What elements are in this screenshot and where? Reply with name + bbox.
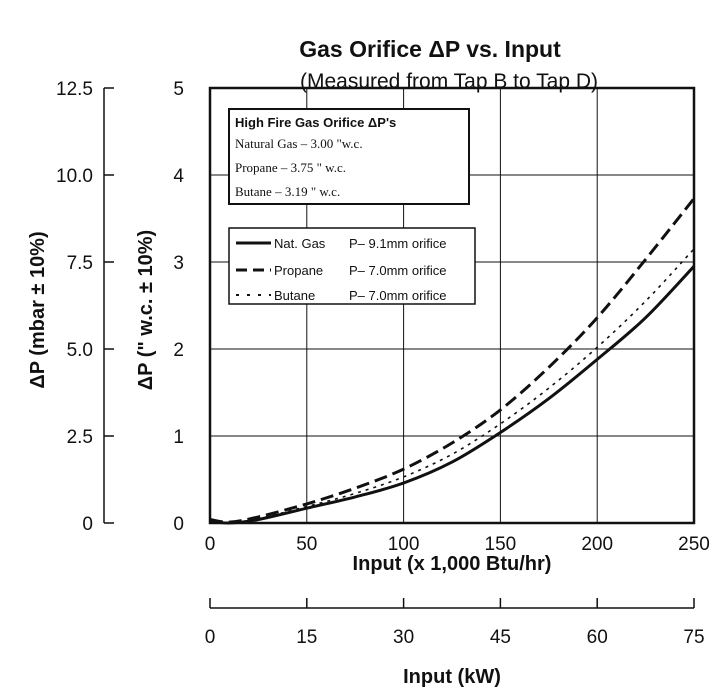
- info-box-line-propane: Propane – 3.75 " w.c.: [235, 160, 346, 175]
- info-box: High Fire Gas Orifice ΔP's Natural Gas –…: [228, 108, 470, 205]
- y2-axis-label: ΔP (mbar ± 10%): [27, 231, 49, 388]
- series-line-butane: [209, 248, 695, 524]
- x2-tick-label: 45: [490, 627, 511, 648]
- x2-tick-label: 30: [393, 627, 414, 648]
- tick-labels: 0 50 100 150 200 25001234502.55.07.510.012.50…: [56, 79, 710, 648]
- plot-frame: [208, 86, 696, 525]
- info-box-line-natural-gas: Natural Gas – 3.00 "w.c.: [235, 136, 363, 151]
- x-tick-label: 200: [581, 534, 613, 555]
- info-box-frame: [228, 108, 470, 205]
- y-tick-label: 1: [173, 427, 184, 448]
- y-tick-label: 0: [173, 514, 184, 535]
- legend-name-propane: Propane: [274, 263, 323, 278]
- series-lines: [209, 197, 696, 525]
- y-tick-label: 3: [173, 253, 184, 274]
- legend-name-butane: Butane: [274, 288, 315, 303]
- y-tick-label: 2: [173, 340, 184, 361]
- secondary-x-axis: [209, 598, 695, 609]
- chart-title: Gas Orifice ΔP vs. Input: [299, 36, 561, 62]
- x2-axis-label: Input (kW): [403, 666, 501, 688]
- x-tick-label: 100: [388, 534, 420, 555]
- legend-detail-propane: P– 7.0mm orifice: [349, 263, 447, 278]
- y-axis-label: ΔP (" w.c. ± 10%): [135, 230, 157, 390]
- legend-detail-nat-gas: P– 9.1mm orifice: [349, 236, 447, 251]
- x-tick-label: 50: [296, 534, 317, 555]
- y2-tick-label: 10.0: [56, 166, 93, 187]
- x-tick-label: 150: [485, 534, 517, 555]
- x2-tick-label: 0: [205, 627, 216, 648]
- y2-tick-label: 7.5: [67, 253, 93, 274]
- legend: Nat. Gas Propane Butane P– 9.1mm orifice…: [228, 227, 476, 305]
- x-axis-label: Input (x 1,000 Btu/hr): [353, 553, 552, 575]
- y2-tick-label: 5.0: [67, 340, 93, 361]
- x2-tick-label: 15: [296, 627, 317, 648]
- y2-tick-label: 2.5: [67, 427, 93, 448]
- x2-tick-label: 75: [683, 627, 704, 648]
- y-tick-label: 5: [173, 79, 184, 100]
- series-line-propane: [209, 197, 696, 524]
- x2-tick-label: 60: [587, 627, 608, 648]
- x-tick-label: 250: [678, 534, 710, 555]
- info-box-line-butane: Butane – 3.19 " w.c.: [235, 184, 340, 199]
- secondary-y-axis: [103, 87, 114, 524]
- info-box-title: High Fire Gas Orifice ΔP's: [235, 115, 396, 130]
- legend-name-nat-gas: Nat. Gas: [274, 236, 326, 251]
- y2-tick-label: 12.5: [56, 79, 93, 100]
- x-tick-label: 0: [205, 534, 216, 555]
- legend-frame: [228, 227, 476, 305]
- legend-detail-butane: P– 7.0mm orifice: [349, 288, 447, 303]
- y2-tick-label: 0: [82, 514, 93, 535]
- chart-subtitle: (Measured from Tap B to Tap D): [300, 70, 598, 93]
- y-tick-label: 4: [173, 166, 184, 187]
- series-line-nat-gas: [209, 265, 696, 525]
